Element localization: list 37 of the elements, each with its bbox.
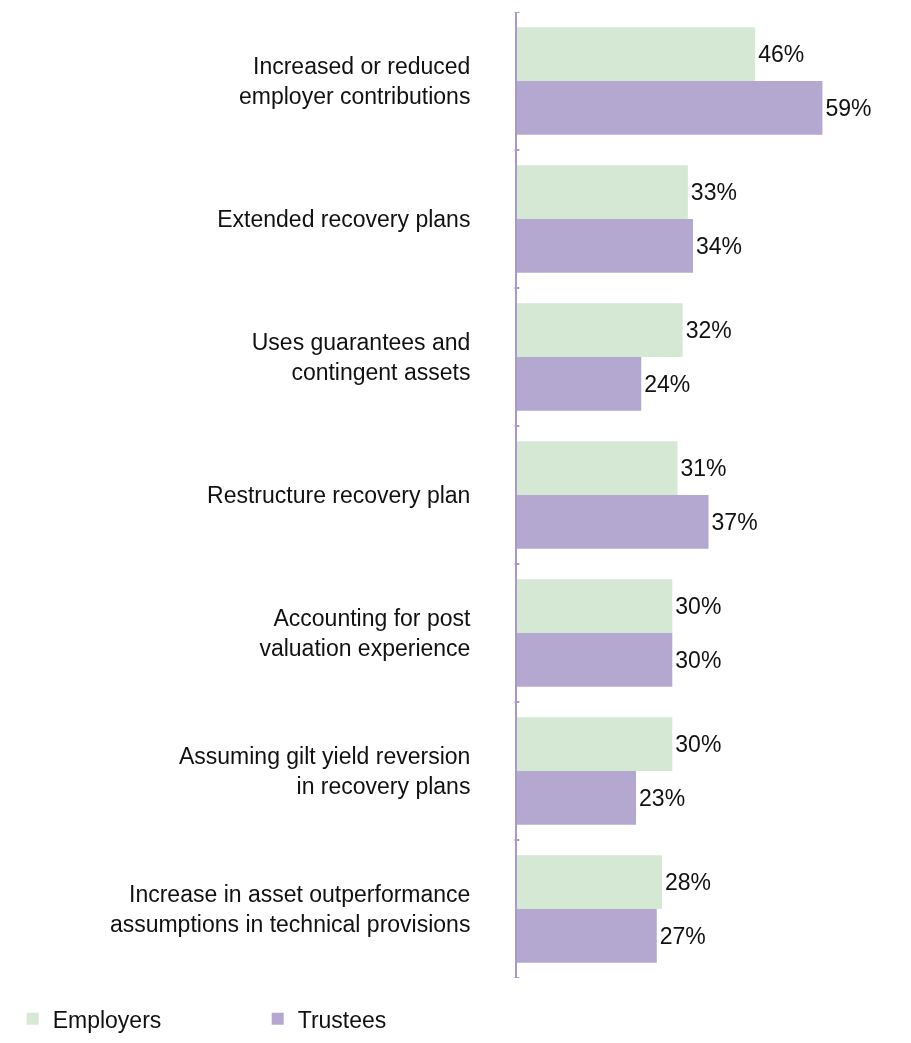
data-label: 30%: [675, 731, 722, 758]
bar: [517, 909, 657, 963]
data-label: 30%: [675, 593, 722, 620]
bar: [517, 855, 662, 909]
data-label: 24%: [644, 370, 691, 397]
data-label: 46%: [758, 41, 805, 68]
bar: [517, 219, 694, 273]
data-label: 30%: [675, 646, 722, 673]
y-tick-label: Extended recovery plans: [217, 206, 471, 233]
bar: [517, 579, 673, 633]
data-label: 37%: [711, 508, 758, 535]
legend-label: Employers: [52, 1006, 162, 1033]
legend-label: Trustees: [297, 1006, 387, 1033]
bar: [517, 771, 637, 825]
data-label: 28%: [664, 869, 711, 896]
bar: [517, 27, 756, 81]
data-label: 33%: [690, 179, 737, 206]
y-tick-label: Restructure recovery plan: [207, 482, 471, 509]
y-tick-label: Uses guarantees and contingent assets: [251, 329, 471, 385]
bar: [517, 717, 673, 771]
y-tick-label: Assuming gilt yield reversion in recovery plans: [178, 743, 471, 799]
bar: [517, 357, 642, 411]
bar: [517, 633, 673, 687]
bar: [517, 165, 688, 219]
y-tick-label: Accounting for post valuation experience: [259, 605, 471, 661]
bar: [517, 303, 683, 357]
data-label: 31%: [680, 455, 727, 482]
y-tick-label: Increase in asset outperformance assumptions in technical provisions: [109, 881, 471, 937]
data-label: 23%: [639, 784, 686, 811]
bar: [517, 495, 709, 549]
data-label: 27%: [659, 922, 706, 949]
y-tick-label: Increased or reduced employer contributions: [238, 53, 471, 109]
data-label: 34%: [696, 232, 743, 259]
data-label: 32%: [685, 317, 732, 344]
bar: [517, 81, 823, 135]
bar: [517, 441, 678, 495]
data-label: 59%: [825, 94, 872, 121]
